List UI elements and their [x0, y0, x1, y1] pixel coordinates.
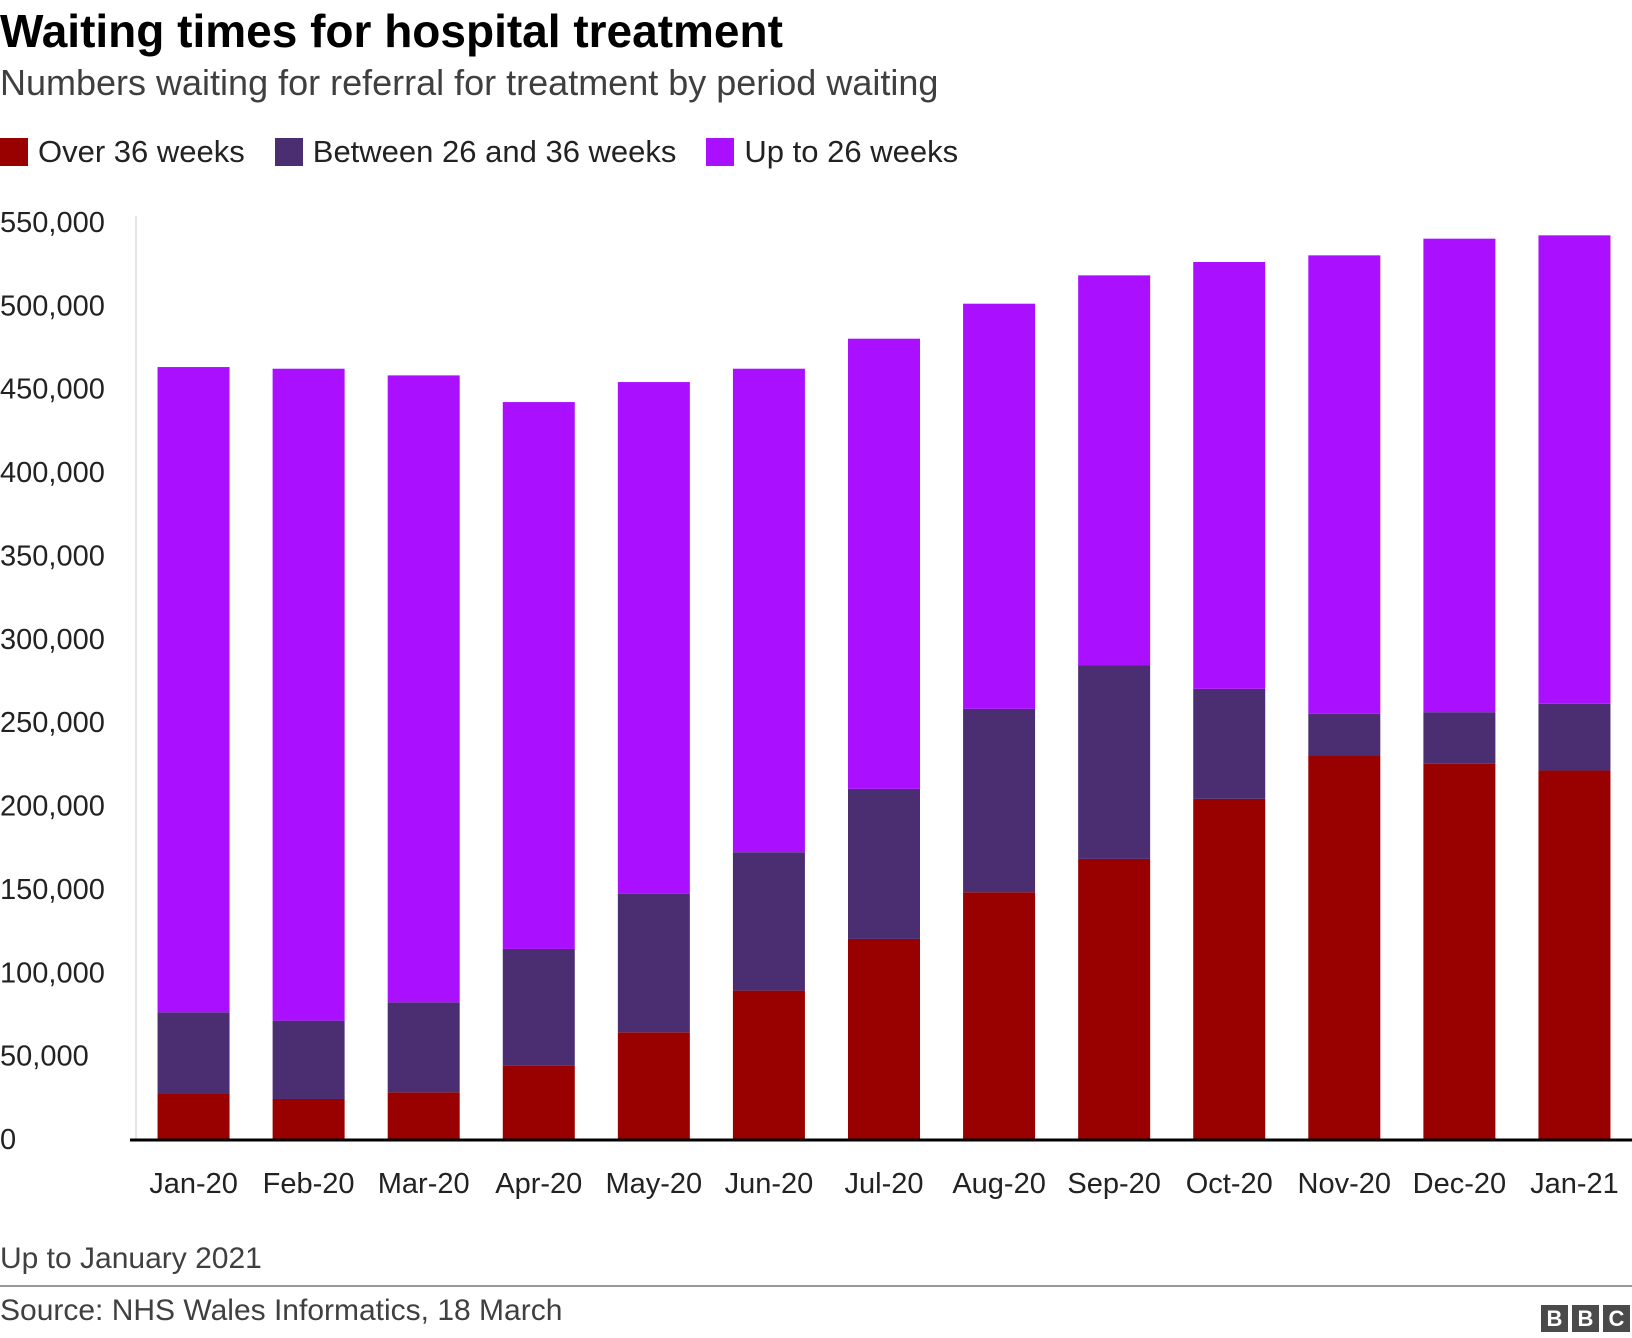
- bar-segment-26-to-36-weeks: [502, 948, 575, 1066]
- bar-segment-26-to-36-weeks: [617, 893, 690, 1033]
- bar-segment-26-to-36-weeks: [1193, 688, 1266, 799]
- bar-segment-over-36-weeks: [963, 892, 1036, 1139]
- legend-label-up-to-26-weeks: Up to 26 weeks: [744, 134, 959, 169]
- bar-segment-26-to-36-weeks: [1078, 665, 1151, 859]
- y-tick-label: 200,000: [0, 791, 105, 823]
- bbc-logo-block: B: [1572, 1305, 1599, 1332]
- x-tick-label: Feb-20: [263, 1168, 355, 1200]
- x-tick-label: Nov-20: [1298, 1168, 1392, 1200]
- bar-segment-over-36-weeks: [1423, 763, 1496, 1139]
- bbc-logo-block: B: [1541, 1305, 1568, 1332]
- legend: Over 36 weeks Between 26 and 36 weeks Up…: [0, 134, 988, 170]
- x-tick-label: May-20: [605, 1168, 702, 1200]
- bar-segment-over-36-weeks: [617, 1032, 690, 1139]
- x-tick-label: Aug-20: [952, 1168, 1046, 1200]
- bar-segment-26-to-36-weeks: [732, 852, 805, 991]
- chart-title: Waiting times for hospital treatment: [0, 5, 783, 57]
- legend-swatch-26-to-36-weeks: [274, 138, 303, 166]
- x-tick-label: Dec-20: [1413, 1168, 1507, 1200]
- legend-label-over-36-weeks: Over 36 weeks: [38, 134, 245, 169]
- bar-segment-up-to-26-weeks: [848, 338, 920, 789]
- bar-segment-26-to-36-weeks: [387, 1002, 460, 1093]
- y-tick-label: 250,000: [0, 707, 105, 739]
- bar-segment-26-to-36-weeks: [1423, 712, 1496, 764]
- chart-subtitle: Numbers waiting for referral for treatme…: [0, 62, 939, 103]
- x-tick-label: Mar-20: [378, 1168, 470, 1200]
- y-tick-label: 300,000: [0, 624, 105, 656]
- y-tick-label: 550,000: [0, 207, 105, 239]
- bbc-logo: B B C: [1537, 1305, 1630, 1332]
- legend-swatch-up-to-26-weeks: [706, 138, 735, 166]
- legend-item-26-to-36-weeks: Between 26 and 36 weeks: [274, 134, 677, 170]
- bar-segment-26-to-36-weeks: [963, 708, 1036, 893]
- x-tick-label: Apr-20: [495, 1168, 582, 1200]
- bar-segment-up-to-26-weeks: [617, 382, 690, 894]
- bar-segment-26-to-36-weeks: [1308, 713, 1381, 756]
- bar-segment-over-36-weeks: [387, 1092, 460, 1139]
- bar-segment-26-to-36-weeks: [272, 1020, 345, 1099]
- legend-item-over-36-weeks: Over 36 weeks: [0, 134, 245, 170]
- bar-segment-up-to-26-weeks: [1078, 275, 1151, 666]
- bar-segment-up-to-26-weeks: [1193, 262, 1266, 689]
- y-tick-label: 150,000: [0, 874, 105, 906]
- x-tick-label: Jan-20: [149, 1168, 238, 1200]
- y-tick-label: 400,000: [0, 457, 105, 489]
- bar-segment-up-to-26-weeks: [272, 368, 345, 1021]
- bar-segment-over-36-weeks: [1538, 770, 1611, 1139]
- x-tick-label: Jan-21: [1530, 1168, 1619, 1200]
- y-tick-label: 0: [0, 1124, 16, 1156]
- bar-segment-up-to-26-weeks: [387, 375, 460, 1003]
- bar-segment-over-36-weeks: [502, 1065, 575, 1139]
- bar-segment-26-to-36-weeks: [1538, 703, 1611, 771]
- legend-swatch-over-36-weeks: [0, 138, 28, 166]
- legend-label-26-to-36-weeks: Between 26 and 36 weeks: [312, 134, 677, 169]
- x-tick-label: Jun-20: [725, 1168, 814, 1200]
- bar-segment-up-to-26-weeks: [1308, 255, 1381, 714]
- bar-segment-over-36-weeks: [272, 1098, 345, 1139]
- chart-note: Up to January 2021: [0, 1242, 262, 1275]
- bar-segment-over-36-weeks: [1308, 755, 1381, 1139]
- bar-segment-up-to-26-weeks: [502, 402, 575, 949]
- legend-item-up-to-26-weeks: Up to 26 weeks: [706, 134, 958, 170]
- bar-segment-over-36-weeks: [157, 1093, 230, 1139]
- x-tick-label: Oct-20: [1186, 1168, 1273, 1200]
- bar-segment-over-36-weeks: [732, 990, 805, 1139]
- y-tick-label: 50,000: [0, 1041, 89, 1073]
- bar-segment-over-36-weeks: [1193, 798, 1266, 1139]
- x-tick-label: Sep-20: [1067, 1168, 1161, 1200]
- y-tick-label: 450,000: [0, 374, 105, 406]
- bar-segment-over-36-weeks: [1078, 858, 1151, 1139]
- bar-segment-26-to-36-weeks: [157, 1012, 230, 1094]
- footer-divider: [0, 1285, 1632, 1287]
- bar-segment-up-to-26-weeks: [1423, 238, 1496, 713]
- bar-segment-up-to-26-weeks: [157, 367, 230, 1013]
- x-tick-label: Jul-20: [845, 1168, 924, 1200]
- bbc-logo-block: C: [1603, 1305, 1630, 1332]
- bar-segment-26-to-36-weeks: [848, 788, 920, 939]
- y-tick-label: 100,000: [0, 957, 105, 989]
- bar-segment-up-to-26-weeks: [1538, 235, 1611, 704]
- bar-segment-up-to-26-weeks: [732, 368, 805, 853]
- bar-segment-up-to-26-weeks: [963, 303, 1036, 709]
- y-tick-label: 350,000: [0, 540, 105, 572]
- stacked-bar-chart: 0 50,000 100,000 150,000 200,000 250,000 300,0…: [0, 207, 1632, 1200]
- y-tick-label: 500,000: [0, 290, 105, 322]
- source-text: Source: NHS Wales Informatics, 18 March: [0, 1294, 563, 1327]
- bar-segment-over-36-weeks: [848, 938, 920, 1139]
